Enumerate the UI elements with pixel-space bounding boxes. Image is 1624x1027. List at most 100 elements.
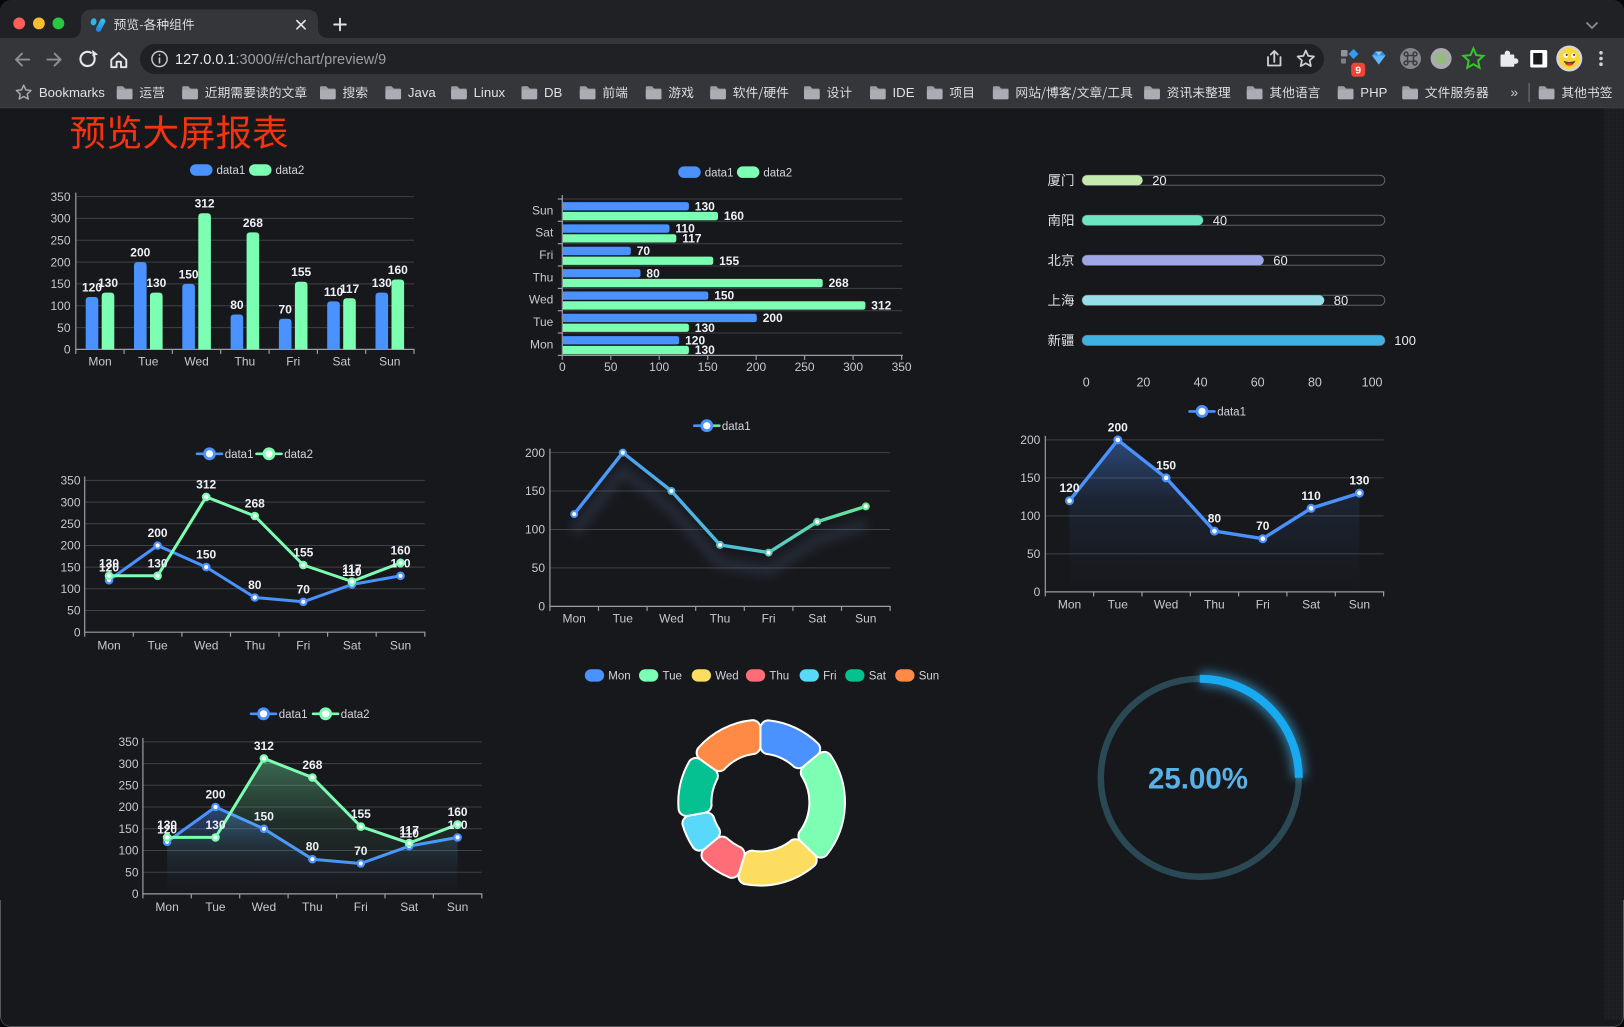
svg-text:Wed: Wed <box>194 638 218 652</box>
svg-text:130: 130 <box>157 818 177 832</box>
svg-text:Sat: Sat <box>535 226 554 240</box>
svg-text:80: 80 <box>1308 375 1322 389</box>
svg-text:Sat: Sat <box>343 638 362 652</box>
svg-text:Fri: Fri <box>823 671 836 683</box>
svg-text:Sun: Sun <box>379 354 400 368</box>
svg-text:Mon: Mon <box>88 354 111 368</box>
svg-text:Thu: Thu <box>244 638 265 652</box>
svg-text:data1: data1 <box>722 421 751 433</box>
svg-text:200: 200 <box>763 311 783 325</box>
svg-text:Sun: Sun <box>390 638 411 652</box>
svg-text:Thu: Thu <box>710 612 731 626</box>
svg-text:250: 250 <box>118 779 138 793</box>
svg-text:Sun: Sun <box>919 671 939 683</box>
svg-text:130: 130 <box>695 343 715 357</box>
svg-text:130: 130 <box>99 556 119 570</box>
svg-text:Tue: Tue <box>138 354 159 368</box>
svg-text:20: 20 <box>1136 375 1150 389</box>
svg-text:IDE: IDE <box>893 85 915 100</box>
svg-text:data2: data2 <box>284 449 313 461</box>
svg-text:Sat: Sat <box>332 354 351 368</box>
svg-text:data1: data1 <box>217 165 246 177</box>
svg-text:312: 312 <box>196 477 216 491</box>
svg-text:Mon: Mon <box>563 612 586 626</box>
svg-text:Mon: Mon <box>608 671 630 683</box>
svg-text:Sun: Sun <box>855 612 876 626</box>
svg-text:312: 312 <box>195 197 215 211</box>
svg-text:Fri: Fri <box>296 638 310 652</box>
svg-text:200: 200 <box>746 360 766 374</box>
svg-text:data1: data1 <box>225 449 254 461</box>
svg-text:100: 100 <box>1020 509 1040 523</box>
svg-text:Wed: Wed <box>715 671 738 683</box>
svg-text:110: 110 <box>342 565 362 579</box>
svg-text:300: 300 <box>843 360 863 374</box>
svg-text:80: 80 <box>1334 293 1348 308</box>
svg-text:200: 200 <box>205 788 225 802</box>
svg-text:Mon: Mon <box>530 337 553 351</box>
svg-text:Tue: Tue <box>205 900 226 914</box>
svg-text:312: 312 <box>254 739 274 753</box>
svg-text:200: 200 <box>1108 420 1128 434</box>
svg-text:117: 117 <box>340 282 360 296</box>
svg-text:60: 60 <box>1273 253 1287 268</box>
svg-text:160: 160 <box>724 209 744 223</box>
svg-text:250: 250 <box>795 360 815 374</box>
svg-text:200: 200 <box>118 800 138 814</box>
svg-text:155: 155 <box>351 807 371 821</box>
svg-text:150: 150 <box>254 809 274 823</box>
svg-text:Mon: Mon <box>155 900 178 914</box>
svg-text:268: 268 <box>302 758 322 772</box>
svg-text:Wed: Wed <box>529 293 553 307</box>
svg-text:300: 300 <box>60 495 80 509</box>
svg-text:100: 100 <box>1394 333 1416 348</box>
svg-text:50: 50 <box>125 865 139 879</box>
svg-text:200: 200 <box>60 539 80 553</box>
svg-text:Thu: Thu <box>302 900 323 914</box>
svg-text:117: 117 <box>400 824 420 838</box>
svg-text:Thu: Thu <box>533 270 554 284</box>
svg-text:Sat: Sat <box>869 671 887 683</box>
svg-text:40: 40 <box>1194 375 1208 389</box>
svg-text:0: 0 <box>538 600 545 614</box>
svg-text:data1: data1 <box>279 709 308 721</box>
svg-text:data2: data2 <box>763 168 792 180</box>
svg-text:150: 150 <box>525 484 545 498</box>
svg-text:0: 0 <box>64 343 71 357</box>
svg-text:70: 70 <box>279 302 293 316</box>
svg-text:25.00%: 25.00% <box>1148 762 1248 795</box>
svg-text:100: 100 <box>118 844 138 858</box>
svg-text:250: 250 <box>50 233 70 247</box>
svg-text:300: 300 <box>118 757 138 771</box>
svg-text:70: 70 <box>637 244 651 258</box>
svg-text:110: 110 <box>675 222 695 236</box>
svg-text:160: 160 <box>448 805 468 819</box>
svg-text:312: 312 <box>871 299 891 313</box>
svg-text:50: 50 <box>57 321 71 335</box>
svg-text:40: 40 <box>1213 213 1227 228</box>
svg-text:Fri: Fri <box>286 354 300 368</box>
svg-text:155: 155 <box>293 546 313 560</box>
svg-text:200: 200 <box>50 255 70 269</box>
svg-text:data2: data2 <box>276 165 305 177</box>
svg-text:Thu: Thu <box>235 354 256 368</box>
svg-text:200: 200 <box>148 526 168 540</box>
svg-text:350: 350 <box>892 360 912 374</box>
svg-text:60: 60 <box>1251 375 1265 389</box>
svg-text:Fri: Fri <box>762 612 776 626</box>
svg-text:117: 117 <box>682 231 702 245</box>
svg-text:Tue: Tue <box>613 612 634 626</box>
svg-text:127.0.0.1:3000/#/chart/preview: 127.0.0.1:3000/#/chart/preview/9 <box>175 52 386 68</box>
svg-text:0: 0 <box>132 887 139 901</box>
svg-text:50: 50 <box>532 561 546 575</box>
svg-text:268: 268 <box>243 216 263 230</box>
svg-text:DB: DB <box>544 85 563 100</box>
svg-text:Tue: Tue <box>1108 598 1129 612</box>
svg-text:117: 117 <box>342 562 362 576</box>
svg-text:150: 150 <box>698 360 718 374</box>
svg-text:120: 120 <box>157 822 177 836</box>
svg-text:50: 50 <box>604 360 618 374</box>
svg-text:130: 130 <box>205 818 225 832</box>
svg-text:130: 130 <box>695 199 715 213</box>
svg-text:Wed: Wed <box>252 900 276 914</box>
